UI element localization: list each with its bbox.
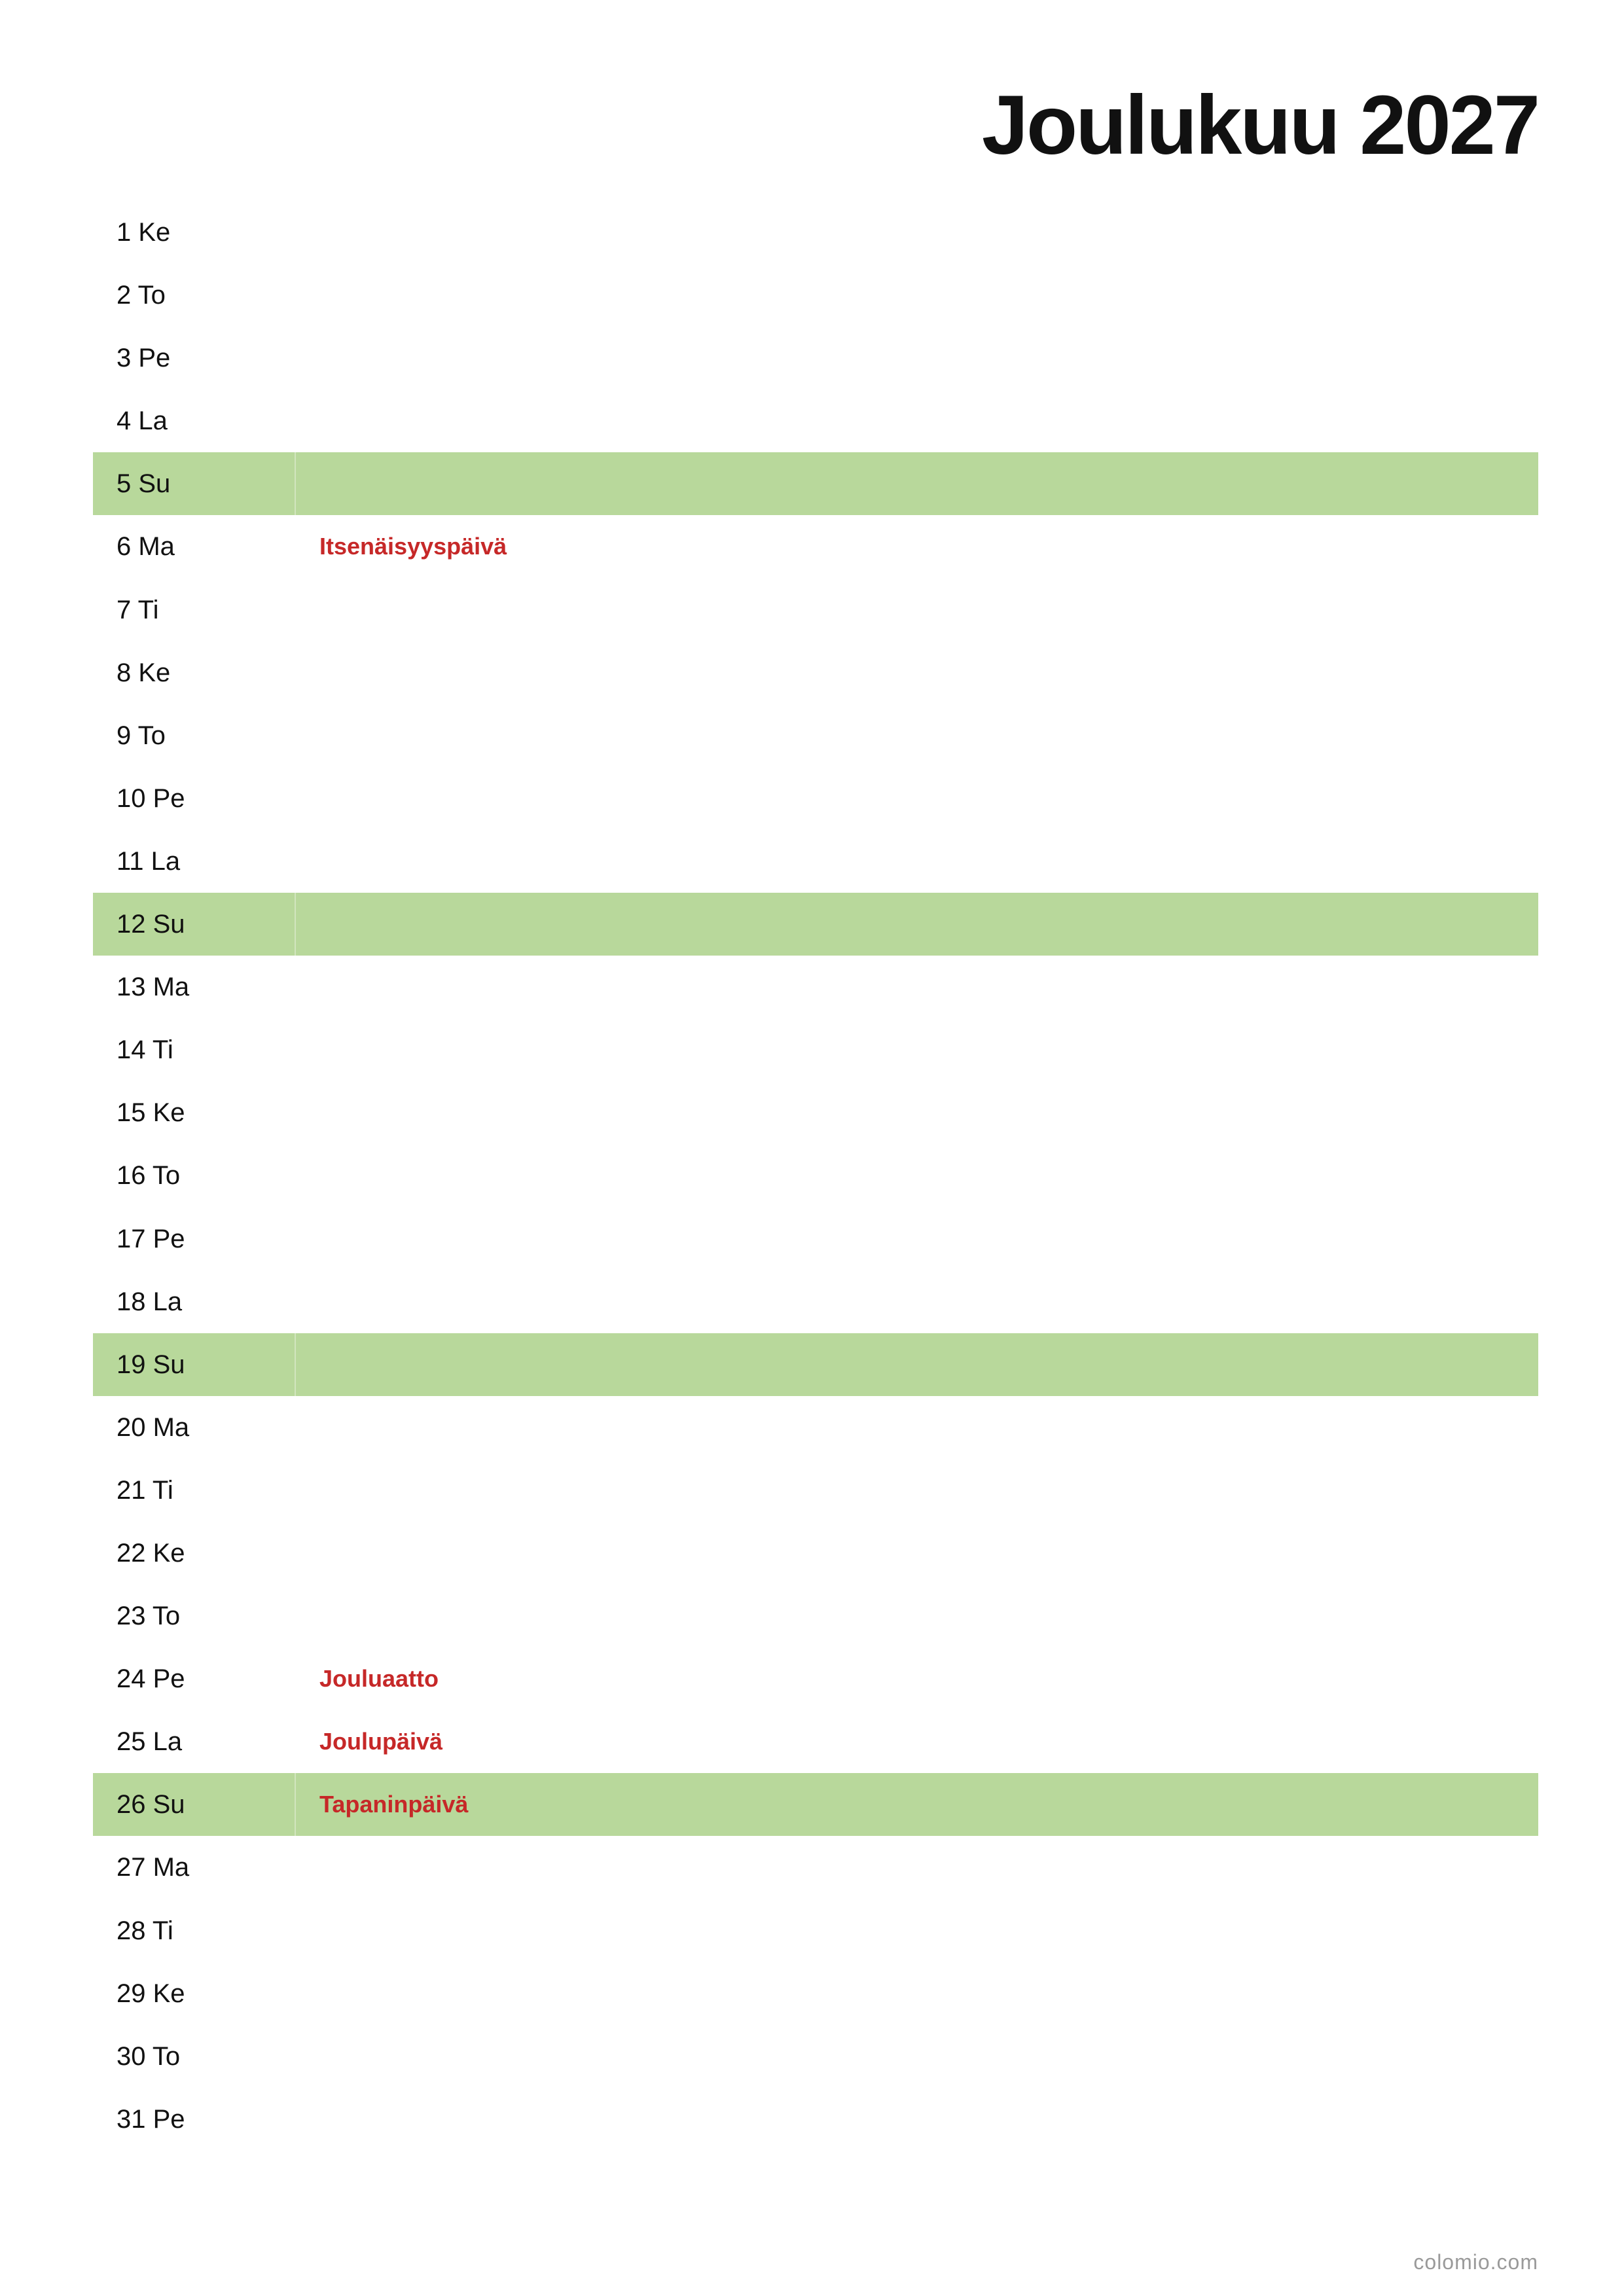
day-row: 5 Su xyxy=(93,452,1538,516)
day-label: 22 Ke xyxy=(117,1538,185,1568)
day-row: 19 Su xyxy=(93,1333,1538,1396)
day-row: 25 La Joulupäivä xyxy=(93,1710,1538,1773)
day-label: 9 To xyxy=(117,721,166,750)
day-label: 17 Pe xyxy=(117,1224,185,1253)
day-label: 25 La xyxy=(117,1727,183,1757)
day-row: 1 Ke xyxy=(93,201,1538,264)
day-label: 27 Ma xyxy=(117,1853,190,1882)
day-label: 6 Ma xyxy=(117,532,175,562)
day-row: 20 Ma xyxy=(93,1396,1538,1459)
row-divider xyxy=(295,893,296,956)
holiday-label: Tapaninpäivä xyxy=(319,1791,469,1818)
holiday-label: Joulupäivä xyxy=(319,1728,443,1755)
day-label: 13 Ma xyxy=(117,973,190,1002)
day-row: 24 Pe Jouluaatto xyxy=(93,1647,1538,1710)
footer: colomio.com xyxy=(1413,2250,1538,2274)
day-label: 19 Su xyxy=(117,1350,185,1379)
day-label: 3 Pe xyxy=(117,344,171,373)
holiday-label: Jouluaatto xyxy=(319,1665,439,1693)
day-label: 28 Ti xyxy=(117,1916,173,1945)
day-label: 14 Ti xyxy=(117,1035,173,1065)
day-label: 1 Ke xyxy=(117,218,171,247)
holiday-label: Itsenäisyyspäivä xyxy=(319,533,507,560)
day-row: 23 To xyxy=(93,1585,1538,1647)
day-label: 4 La xyxy=(117,406,168,436)
row-divider xyxy=(295,1773,296,1837)
day-row: 21 Ti xyxy=(93,1459,1538,1522)
day-label: 29 Ke xyxy=(117,1979,185,2008)
day-row: 2 To xyxy=(93,264,1538,327)
day-row: 9 To xyxy=(93,704,1538,767)
day-row: 14 Ti xyxy=(93,1018,1538,1081)
day-label: 26 Su xyxy=(117,1790,185,1820)
day-label: 5 Su xyxy=(117,469,171,499)
day-row: 18 La xyxy=(93,1270,1538,1333)
day-row: 29 Ke xyxy=(93,1962,1538,2025)
day-label: 15 Ke xyxy=(117,1098,185,1128)
day-row: 11 La xyxy=(93,830,1538,893)
day-row: 17 Pe xyxy=(93,1208,1538,1270)
day-label: 7 Ti xyxy=(117,595,159,624)
day-row: 15 Ke xyxy=(93,1081,1538,1144)
day-row: 13 Ma xyxy=(93,956,1538,1018)
day-label: 10 Pe xyxy=(117,783,185,813)
day-row: 4 La xyxy=(93,389,1538,452)
day-row: 7 Ti xyxy=(93,579,1538,641)
day-row: 16 To xyxy=(93,1144,1538,1207)
day-row: 26 Su Tapaninpäivä xyxy=(93,1773,1538,1837)
day-label: 20 Ma xyxy=(117,1412,190,1442)
day-row: 28 Ti xyxy=(93,1899,1538,1962)
day-label: 18 La xyxy=(117,1287,183,1316)
day-row: 3 Pe xyxy=(93,327,1538,389)
day-label: 23 To xyxy=(117,1602,181,1631)
day-label: 2 To xyxy=(117,281,166,310)
day-list: 1 Ke 2 To 3 Pe 4 La 5 Su 6 Ma Itsenäisyyspäivä… xyxy=(93,201,1538,2151)
day-row: 22 Ke xyxy=(93,1522,1538,1585)
row-divider xyxy=(295,452,296,516)
day-row: 8 Ke xyxy=(93,641,1538,704)
day-row: 12 Su xyxy=(93,893,1538,956)
day-label: 30 To xyxy=(117,2041,181,2071)
day-row: 30 To xyxy=(93,2025,1538,2088)
day-row: 10 Pe xyxy=(93,767,1538,830)
day-label: 11 La xyxy=(117,846,181,876)
title: Joulukuu 2027 xyxy=(981,79,1540,172)
day-label: 16 To xyxy=(117,1161,181,1191)
day-label: 24 Pe xyxy=(117,1664,185,1694)
day-row: 6 Ma Itsenäisyyspäivä xyxy=(93,515,1538,578)
day-label: 12 Su xyxy=(117,910,185,939)
day-row: 27 Ma xyxy=(93,1836,1538,1899)
day-row: 31 Pe xyxy=(93,2088,1538,2151)
day-label: 21 Ti xyxy=(117,1475,173,1505)
day-label: 31 Pe xyxy=(117,2104,185,2134)
day-label: 8 Ke xyxy=(117,658,171,687)
row-divider xyxy=(295,1333,296,1396)
